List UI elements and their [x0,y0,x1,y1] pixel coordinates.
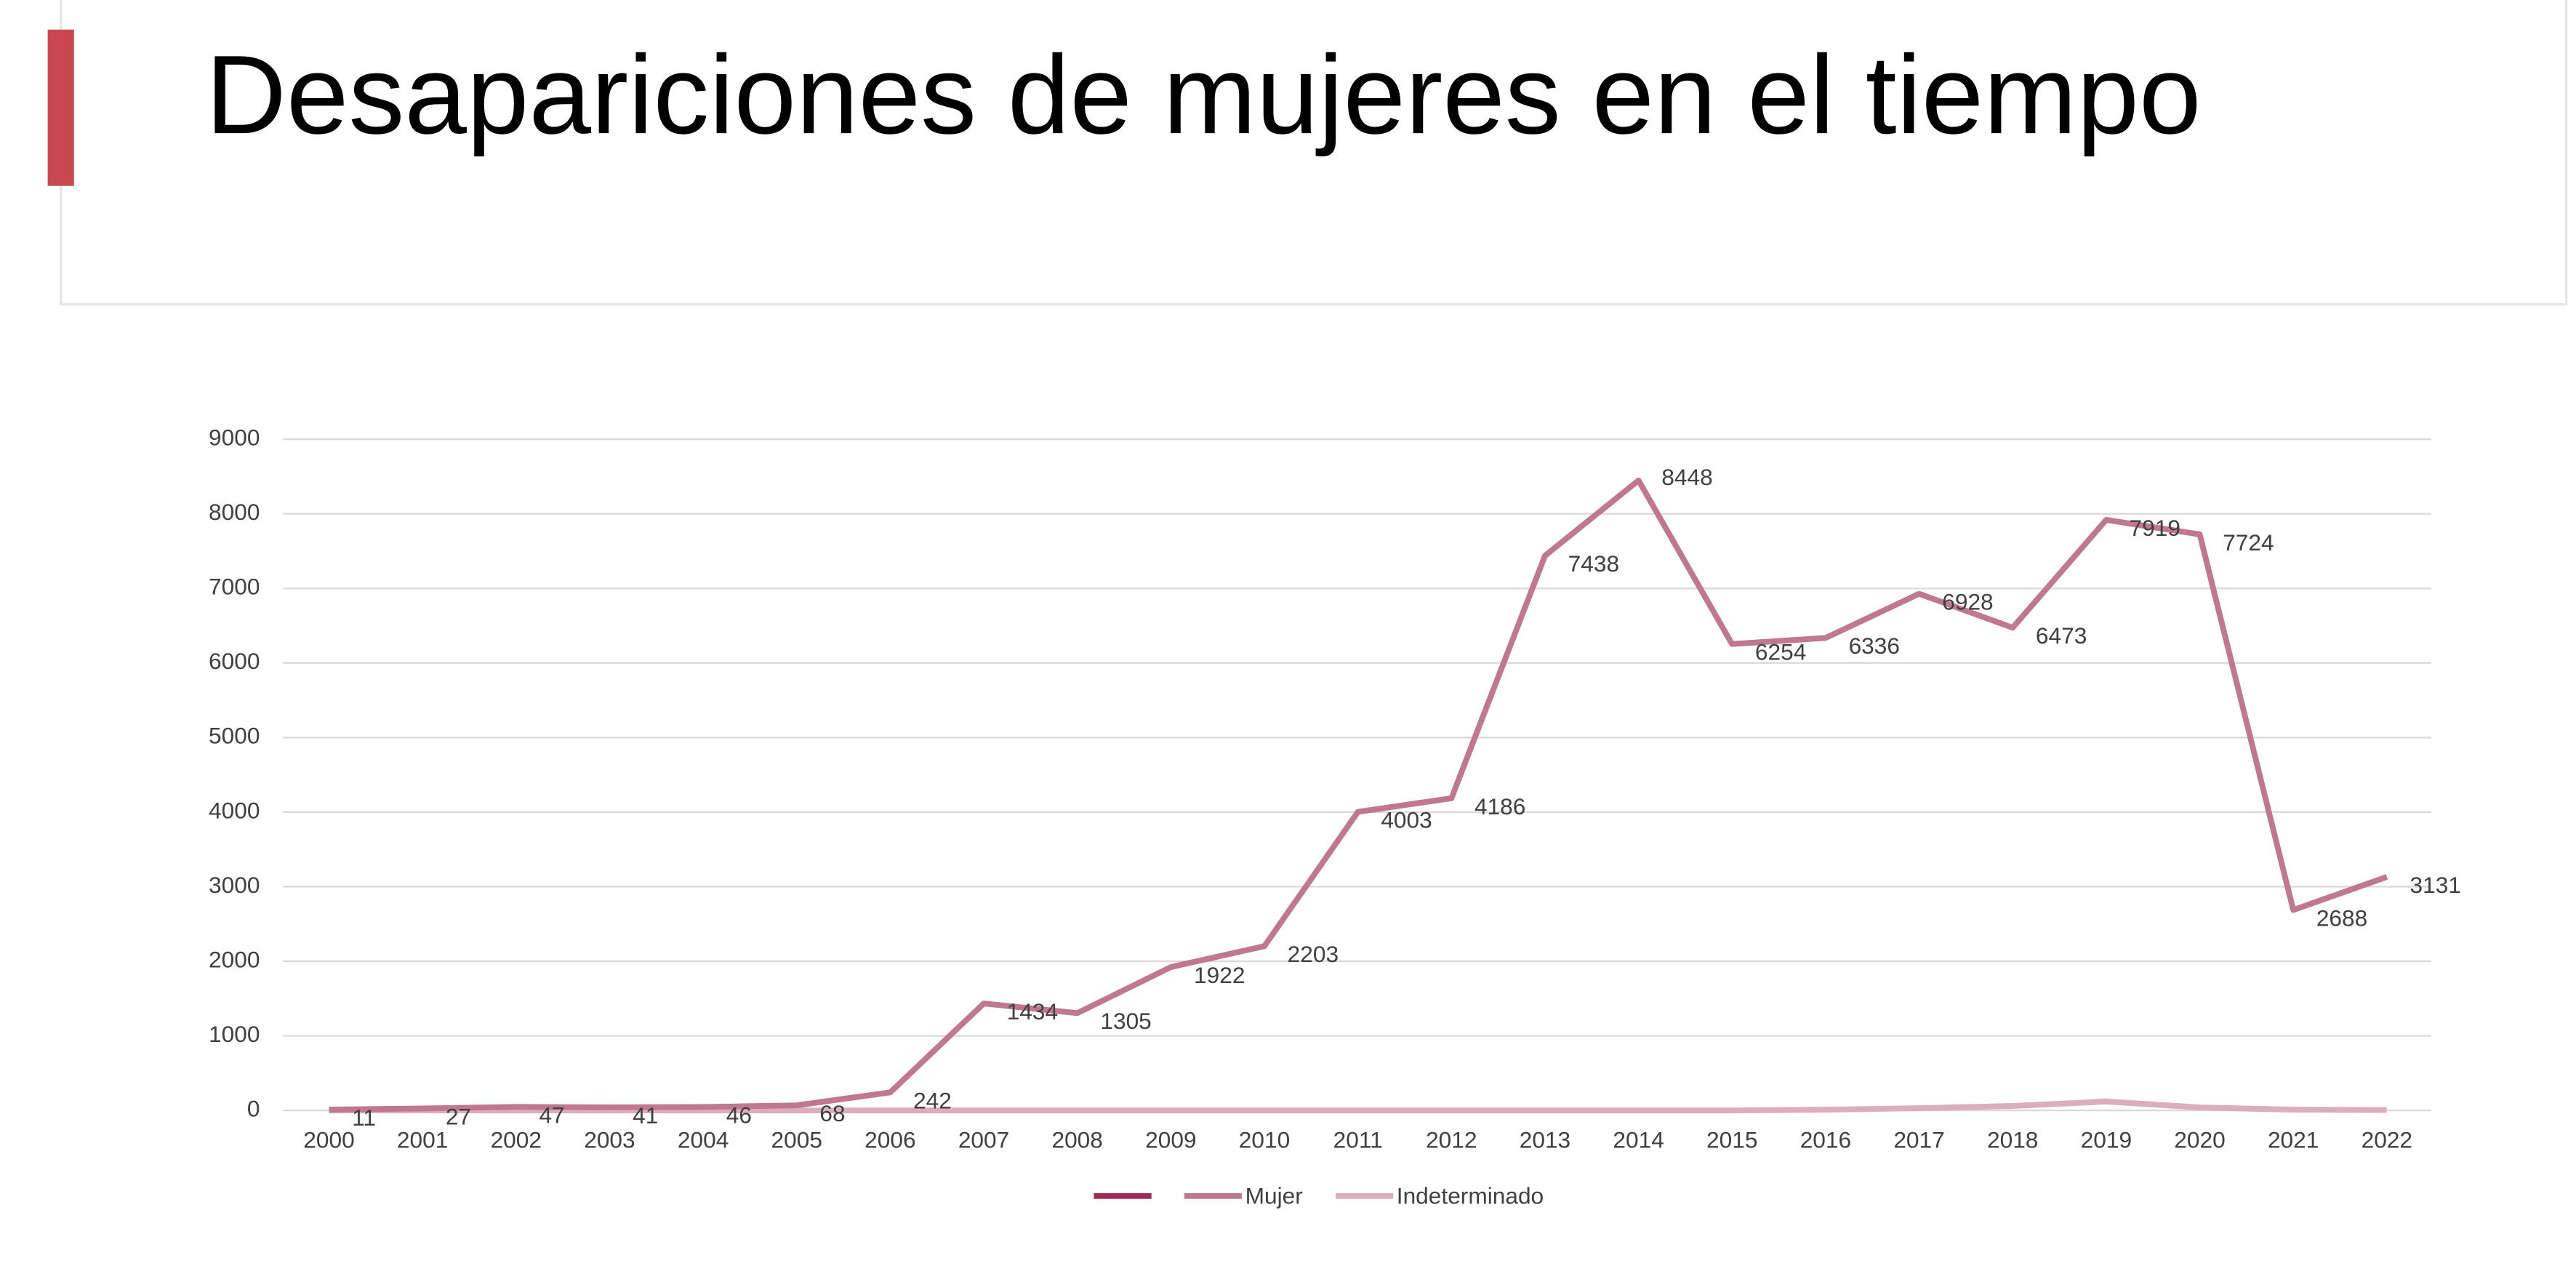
data-label: 2688 [2316,905,2367,931]
x-tick-label: 2009 [1145,1127,1196,1153]
data-label: 46 [726,1102,752,1128]
y-tick-label: 0 [247,1096,260,1122]
data-label: 41 [633,1102,658,1128]
data-label: 7724 [2223,529,2274,556]
y-tick-label: 9000 [209,424,260,450]
data-label: 6473 [2036,622,2087,649]
x-tick-label: 2017 [1893,1127,1944,1153]
data-label: 1922 [1194,962,1245,988]
y-tick-label: 1000 [209,1021,260,1047]
y-tick-label: 6000 [209,648,260,674]
x-tick-label: 2018 [1987,1127,2038,1153]
data-label: 6928 [1942,589,1993,615]
x-tick-label: 2004 [678,1127,729,1153]
data-label: 6336 [1849,633,1900,659]
plot: 0 1000 2000 3000 4000 5000 6000 7000 8000 9000 200… [209,424,2461,1208]
data-label: 7919 [2130,515,2180,541]
x-tick-label: 2021 [2268,1127,2319,1153]
x-tick-label: 2010 [1239,1127,1290,1153]
data-label: 6254 [1755,639,1806,665]
legend-label: Mujer [1245,1182,1304,1208]
x-tick-label: 2014 [1613,1127,1664,1153]
x-tick-label: 2019 [2081,1127,2132,1153]
data-label: 47 [539,1102,564,1128]
x-tick-label: 2007 [958,1127,1009,1153]
x-tick-label: 2013 [1520,1127,1570,1153]
accent-bar [47,29,74,186]
x-tick-label: 2006 [864,1127,915,1153]
x-tick-label: 2005 [771,1127,822,1153]
x-tick-label: 2008 [1051,1127,1102,1153]
series-line [329,477,2388,1112]
data-label: 3131 [2410,872,2460,898]
x-tick-label: 2022 [2362,1127,2412,1153]
data-label: 242 [913,1087,952,1113]
y-tick-label: 4000 [209,797,260,823]
y-tick-label: 2000 [209,946,260,972]
data-label: 7438 [1568,550,1619,577]
data-label: 27 [446,1103,471,1129]
x-tick-label: 2011 [1333,1127,1383,1153]
series-line [329,1098,2387,1114]
y-tick-label: 8000 [209,499,260,525]
data-label: 4003 [1381,807,1432,833]
data-label: 8448 [1661,464,1712,490]
x-tick-label: 2015 [1706,1127,1757,1153]
data-label: 2203 [1288,941,1339,967]
chart-title: Desapariciones de mujeres en el tiempo [206,32,2202,157]
x-tick-label: 2016 [1800,1127,1851,1153]
data-label: 1305 [1100,1008,1151,1034]
y-tick-label: 7000 [209,574,260,600]
data-label: 68 [819,1100,845,1126]
x-tick-label: 2012 [1426,1127,1477,1153]
data-label: 11 [352,1104,376,1131]
legend-label: Indeterminado [1397,1182,1544,1208]
x-tick-label: 2002 [491,1127,542,1153]
data-label: 1434 [1007,998,1058,1025]
x-tick-label: 2020 [2174,1127,2225,1153]
title-card [60,0,2568,306]
x-tick-label: 2001 [397,1127,448,1153]
y-tick-label: 5000 [209,723,260,749]
x-tick-label: 2000 [303,1127,354,1153]
data-label: 4186 [1474,793,1525,819]
y-tick-label: 3000 [209,872,260,898]
x-tick-label: 2003 [584,1127,635,1153]
